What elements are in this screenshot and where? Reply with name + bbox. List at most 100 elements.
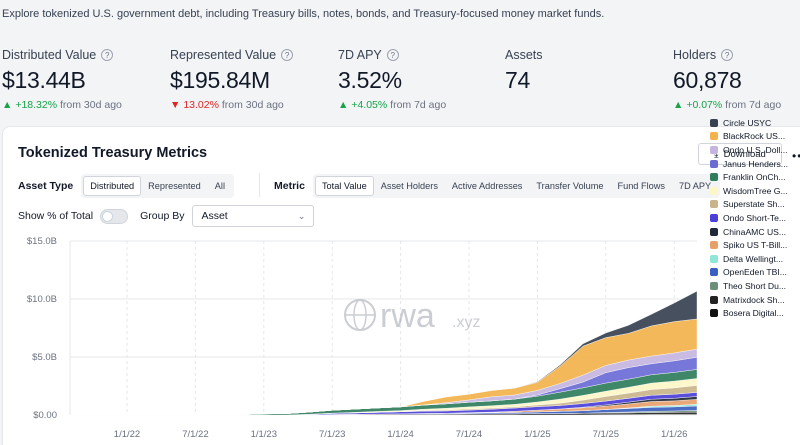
legend-item[interactable]: OpenEden TBI...: [710, 266, 800, 280]
legend-label: Ondo Short-Te...: [723, 212, 787, 223]
legend-item[interactable]: Spiko US T-Bill...: [710, 238, 800, 252]
x-tick-label: 7/1/24: [456, 429, 482, 440]
metric-control: Metric Total Value Asset Holders Active Ad…: [274, 174, 721, 198]
legend-item[interactable]: ChinaAMC US...: [710, 225, 800, 239]
watermark-brand: rwa: [380, 297, 435, 335]
stat-label: Assets: [505, 48, 543, 62]
up-arrow-icon: ▲: [673, 99, 684, 111]
legend-swatch: [710, 200, 718, 209]
legend-item[interactable]: Bosera Digital...: [710, 306, 800, 320]
stats-row: Distributed Value? $13.44B ▲ +18.32% fro…: [0, 48, 800, 118]
stat-delta: +0.07%: [686, 99, 723, 111]
legend-label: Bosera Digital...: [723, 308, 784, 319]
asset-type-option-distributed[interactable]: Distributed: [83, 176, 142, 196]
stat-value: 74: [505, 67, 530, 93]
legend-item[interactable]: Ondo Short-Te...: [710, 211, 800, 225]
controls-divider: [259, 173, 260, 197]
stat-7d-apy: 7D APY? 3.52% ▲ +4.05% from 7d ago: [338, 48, 446, 111]
legend-label: Delta Wellingt...: [723, 253, 784, 264]
more-options-icon[interactable]: •••: [792, 149, 800, 163]
download-label: Download: [723, 148, 766, 160]
legend-label: OpenEden TBI...: [723, 267, 787, 278]
show-pct-toggle[interactable]: [100, 208, 129, 224]
download-button[interactable]: ⤓ Download: [698, 143, 782, 165]
legend-swatch: [710, 227, 718, 236]
metric-option-fund-flows[interactable]: Fund Flows: [617, 181, 665, 191]
legend-label: BlackRock US...: [723, 131, 786, 142]
show-pct-label: Show % of Total: [18, 210, 94, 222]
legend-swatch: [710, 145, 718, 154]
rwa-watermark: rwa .xyz: [344, 297, 480, 335]
legend-item[interactable]: BlackRock US...: [710, 130, 800, 144]
stat-holders: Holders? 60,878 ▲ +0.07% from 7d ago: [673, 48, 781, 111]
metric-label: Metric: [274, 180, 305, 192]
y-tick-label: $10.0B: [27, 294, 57, 305]
legend-item[interactable]: Circle USYC: [710, 116, 800, 130]
x-tick-label: 7/1/25: [593, 429, 619, 440]
metric-option-transfer-volume[interactable]: Transfer Volume: [536, 181, 604, 191]
metric-segmented: Total Value Asset Holders Active Addresses…: [312, 174, 721, 198]
legend-item[interactable]: Theo Short Du...: [710, 279, 800, 293]
x-tick-label: 1/1/25: [524, 429, 550, 440]
x-tick-label: 1/1/23: [251, 429, 277, 440]
stat-value: 3.52%: [338, 67, 402, 93]
stat-from: from 30d ago: [60, 99, 122, 111]
legend-swatch: [710, 241, 718, 250]
chart-areas: [70, 290, 698, 416]
legend-swatch: [710, 132, 718, 141]
y-axis-ticks: $0.00 $5.0B $10.0B $15.0B: [27, 236, 57, 421]
metric-option-7d-apy[interactable]: 7D APY: [678, 181, 712, 191]
watermark-globe-icon: [344, 299, 376, 331]
chart-legend: Circle USYC BlackRock US... Ondo U.S. Doll…: [710, 116, 800, 320]
help-icon[interactable]: ?: [281, 49, 294, 61]
help-icon[interactable]: ?: [721, 49, 734, 61]
stat-value: 60,878: [673, 67, 742, 93]
stat-from: from 7d ago: [390, 99, 447, 111]
x-tick-label: 1/1/24: [387, 429, 413, 440]
group-by-label: Group By: [140, 210, 185, 222]
legend-label: Circle USYC: [723, 117, 772, 128]
stat-from: from 7d ago: [725, 99, 782, 111]
legend-swatch: [710, 213, 718, 222]
metric-option-total-value[interactable]: Total Value: [314, 176, 374, 196]
asset-type-label: Asset Type: [18, 180, 74, 192]
stat-label: Distributed Value: [2, 48, 97, 62]
legend-item[interactable]: Matrixdock Sh...: [710, 293, 800, 307]
legend-item[interactable]: WisdomTree G...: [710, 184, 800, 198]
area-series: [70, 290, 698, 416]
chart-options-row: Show % of Total Group By Asset ⌄: [18, 205, 315, 227]
group-by-select[interactable]: Asset ⌄: [192, 205, 315, 227]
legend-item[interactable]: Delta Wellingt...: [710, 252, 800, 266]
legend-swatch: [710, 309, 718, 318]
legend-item[interactable]: Superstate Sh...: [710, 198, 800, 212]
help-icon[interactable]: ?: [101, 49, 114, 61]
legend-swatch: [710, 159, 718, 168]
x-tick-label: 7/1/22: [182, 429, 208, 440]
legend-item[interactable]: Franklin OnCh...: [710, 170, 800, 184]
asset-type-segmented: Distributed Represented All: [81, 174, 234, 198]
metric-option-active-addresses[interactable]: Active Addresses: [451, 181, 523, 191]
legend-item[interactable]: Ondo U.S. Doll...: [710, 143, 800, 157]
stat-delta: +18.32%: [15, 99, 58, 111]
asset-type-option-all[interactable]: All: [214, 181, 225, 191]
x-tick-label: 1/1/22: [114, 429, 140, 440]
asset-type-option-represented[interactable]: Represented: [148, 181, 201, 191]
legend-label: ChinaAMC US...: [723, 226, 787, 237]
legend-label: Spiko US T-Bill...: [723, 240, 788, 251]
stat-from: from 30d ago: [221, 99, 284, 111]
legend-item[interactable]: Janus Henders...: [710, 157, 800, 171]
legend-label: WisdomTree G...: [723, 185, 788, 196]
stat-distributed-value: Distributed Value? $13.44B ▲ +18.32% fro…: [2, 48, 122, 111]
legend-swatch: [710, 173, 718, 182]
legend-label: Matrixdock Sh...: [723, 294, 785, 305]
stat-label: Holders: [673, 48, 717, 62]
card-title: Tokenized Treasury Metrics: [18, 145, 208, 161]
help-icon[interactable]: ?: [386, 49, 399, 61]
x-axis-ticks: 1/1/22 7/1/22 1/1/23 7/1/23 1/1/24 7/1/24 1/1/…: [114, 429, 688, 440]
stat-delta: +4.05%: [351, 99, 388, 111]
toggle-knob: [102, 210, 114, 222]
legend-swatch: [710, 254, 718, 263]
metric-option-asset-holders[interactable]: Asset Holders: [380, 181, 438, 191]
chevron-down-icon: ⌄: [297, 210, 306, 221]
y-tick-label: $15.0B: [27, 236, 57, 247]
